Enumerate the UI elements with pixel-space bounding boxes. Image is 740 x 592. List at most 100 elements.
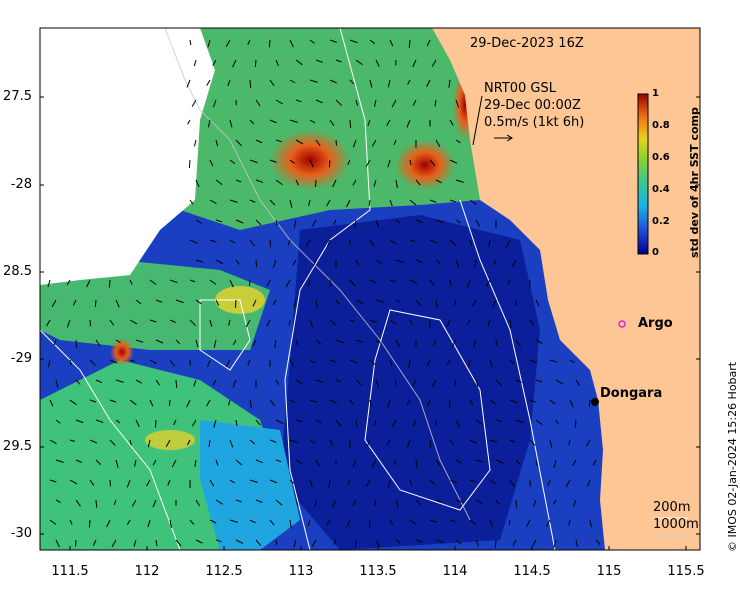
current-vector — [349, 79, 355, 85]
contour-west — [40, 329, 181, 550]
current-vector — [449, 279, 452, 286]
current-vector — [175, 539, 182, 547]
current-vector — [115, 459, 119, 468]
current-vector — [95, 499, 98, 508]
current-vector — [429, 239, 438, 244]
current-vector — [549, 439, 553, 448]
current-vector — [165, 439, 171, 448]
current-vector — [47, 279, 51, 288]
current-vector — [95, 379, 103, 384]
current-vector — [305, 239, 311, 247]
current-vector — [289, 39, 294, 48]
current-vector — [108, 279, 111, 288]
plot-frame — [39, 27, 701, 551]
current-vector — [295, 499, 299, 507]
current-vector — [66, 319, 71, 328]
current-vector — [455, 259, 460, 268]
current-vector — [289, 199, 293, 208]
current-vector — [315, 339, 322, 345]
current-vector — [255, 139, 263, 144]
current-vector — [529, 399, 537, 403]
current-vector — [373, 179, 377, 187]
current-vector — [446, 359, 451, 366]
current-vector — [89, 319, 92, 327]
current-vector — [135, 379, 142, 384]
current-vector — [189, 39, 192, 46]
current-vector — [395, 219, 401, 224]
current-vector — [435, 299, 438, 308]
current-vector — [89, 439, 98, 444]
current-vector — [249, 199, 256, 203]
current-vector — [209, 319, 213, 327]
current-vector — [435, 539, 444, 544]
current-vector — [371, 139, 377, 147]
current-vector — [426, 359, 431, 367]
current-vector — [553, 539, 557, 548]
current-vector — [431, 379, 437, 388]
current-vector — [429, 479, 436, 486]
current-vector — [412, 59, 417, 68]
current-vector — [249, 239, 255, 247]
current-vector — [575, 379, 581, 386]
current-vector — [215, 139, 219, 147]
current-vector — [249, 159, 258, 164]
current-vector — [329, 359, 337, 363]
current-vector — [355, 379, 363, 386]
current-vector — [449, 519, 456, 523]
low-variability-region — [280, 215, 540, 550]
current-vector — [307, 279, 311, 287]
current-vector — [75, 379, 81, 385]
current-vector — [387, 79, 391, 88]
current-vector — [329, 79, 337, 84]
current-vector — [395, 259, 404, 263]
current-vector — [451, 339, 457, 348]
current-vector — [469, 399, 474, 406]
current-vector — [588, 399, 591, 407]
current-vector — [149, 399, 154, 407]
current-vector — [329, 399, 338, 404]
current-vector — [326, 199, 331, 207]
current-vector — [333, 219, 337, 226]
current-vector — [329, 119, 335, 126]
current-vector — [275, 99, 284, 105]
current-vector — [255, 499, 263, 503]
current-vector — [329, 39, 337, 43]
scale-arrow-head — [506, 134, 513, 142]
current-vector — [435, 179, 442, 184]
current-vector — [415, 259, 423, 263]
colorbar — [637, 93, 649, 255]
current-vector — [347, 479, 351, 486]
current-vector — [234, 299, 237, 308]
current-vector — [309, 39, 315, 44]
current-vector — [49, 479, 57, 483]
current-vector — [449, 479, 458, 484]
current-vector — [393, 139, 397, 145]
y-tick-label: 28.5 — [3, 264, 32, 279]
current-vector — [429, 519, 438, 523]
current-vector — [55, 499, 61, 503]
current-vector — [75, 459, 83, 463]
current-vector — [495, 499, 500, 505]
label-pointer — [472, 95, 483, 146]
current-vector — [215, 179, 223, 186]
current-vector — [149, 319, 157, 323]
current-vector — [508, 519, 511, 526]
current-vector — [315, 379, 324, 383]
current-vector — [449, 119, 454, 126]
current-vector — [492, 259, 497, 266]
current-vector — [155, 299, 163, 303]
current-vector — [352, 139, 357, 148]
current-vector — [332, 179, 337, 188]
current-vector — [133, 539, 137, 547]
current-vector — [129, 319, 138, 325]
current-vector — [209, 519, 217, 524]
current-vector — [515, 459, 521, 465]
current-vector — [475, 419, 483, 425]
current-vector — [295, 419, 303, 423]
current-vector — [115, 379, 124, 383]
colorbar-title: std dev of 4hr SST comp — [688, 107, 701, 258]
current-vector — [169, 279, 178, 284]
axis-ticks — [40, 96, 700, 550]
current-vector — [355, 59, 363, 66]
current-vector — [195, 299, 202, 305]
